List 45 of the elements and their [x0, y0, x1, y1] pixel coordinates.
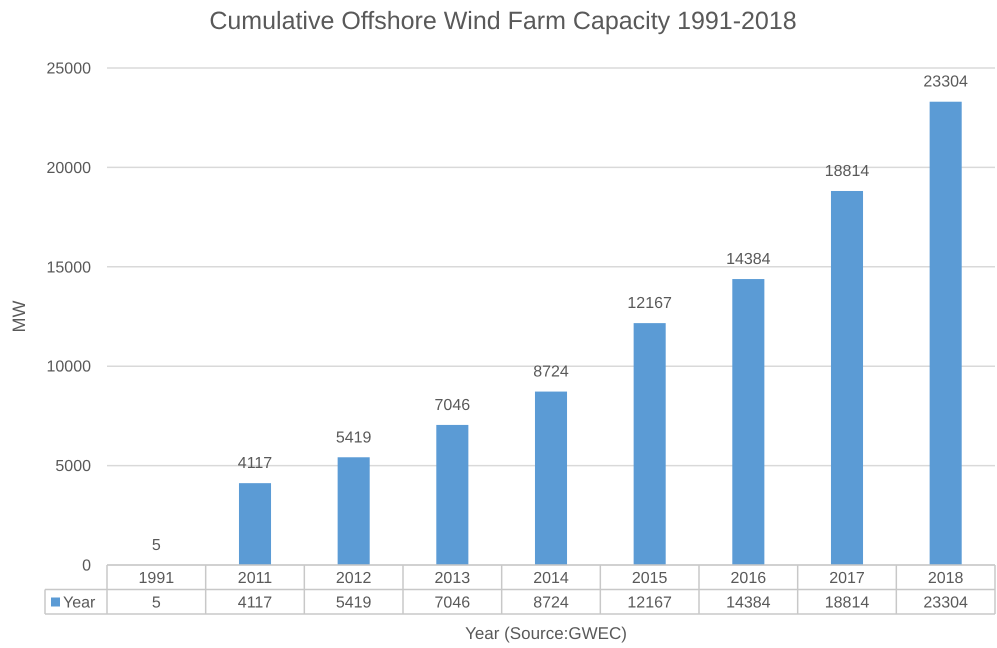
- x-tick-label: 2016: [730, 570, 766, 587]
- y-tick-label: 15000: [46, 259, 92, 276]
- legend-label: Year: [63, 594, 96, 612]
- annotation: 5419: [336, 429, 372, 446]
- bar: [238, 483, 272, 565]
- annotation: 4117: [238, 455, 272, 472]
- annotation: 7046: [434, 396, 470, 414]
- annotation: 14384: [726, 251, 771, 268]
- data-label: 14384: [726, 594, 771, 612]
- data-label: 23304: [923, 594, 968, 612]
- bar: [338, 457, 370, 565]
- y-tick-label: 5000: [55, 458, 92, 476]
- x-tick-label: 2017: [829, 570, 865, 587]
- annotation: 23304: [923, 74, 968, 91]
- x-tick-label: 2018: [928, 570, 964, 587]
- data-label: 5419: [336, 594, 372, 612]
- y-tick-label: 10000: [46, 358, 92, 376]
- data-label: 8724: [533, 594, 569, 612]
- x-tick-label: 2012: [336, 570, 372, 587]
- y-axis-title: MW: [9, 300, 29, 332]
- x-axis-title: Year (Source:GWEC): [465, 624, 627, 643]
- bar: [436, 424, 468, 565]
- bar: [634, 323, 666, 565]
- y-tick-label: 0: [82, 558, 92, 574]
- data-label: 12167: [627, 594, 672, 612]
- annotation: 12167: [627, 295, 672, 312]
- x-tick-label: 2011: [238, 570, 272, 587]
- y-tick-label: 20000: [46, 160, 92, 177]
- x-tick-label: 2014: [533, 570, 569, 587]
- x-tick-label: 2015: [632, 570, 668, 587]
- annotation: 18814: [824, 162, 870, 180]
- chart-title: Cumulative Offshore Wind Farm Capacity 1991-2018: [209, 7, 797, 35]
- data-label: 4117: [238, 594, 272, 612]
- bar: [830, 190, 864, 565]
- bar: [534, 392, 568, 565]
- bar: [732, 279, 764, 565]
- data-label: 5: [152, 594, 161, 612]
- x-tick-label: 2013: [434, 570, 470, 587]
- annotation: 8724: [533, 364, 569, 381]
- annotation: 5: [152, 536, 161, 554]
- bar: [930, 102, 962, 565]
- data-label: 7046: [434, 594, 470, 612]
- y-tick-label: 25000: [46, 60, 92, 78]
- data-label: 18814: [824, 594, 870, 612]
- x-tick-label: 1991: [138, 570, 174, 587]
